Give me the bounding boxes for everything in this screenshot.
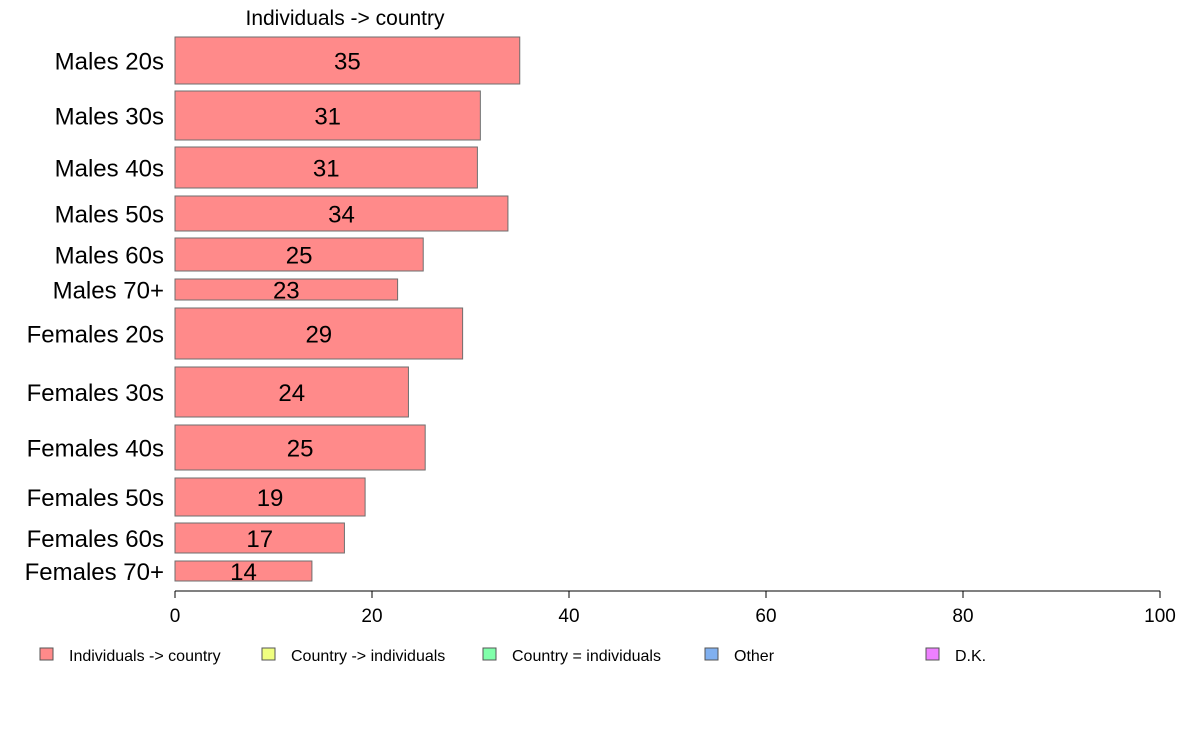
legend-swatch — [261, 647, 276, 661]
category-label: Females 60s — [27, 526, 164, 553]
category-label: Males 40s — [55, 156, 164, 183]
data-label: 31 — [314, 104, 341, 131]
bar — [174, 146, 478, 189]
data-label: 24 — [278, 380, 305, 407]
data-label: 25 — [286, 243, 313, 270]
bar — [174, 90, 481, 141]
data-label: 34 — [328, 202, 355, 229]
category-label: Females 50s — [27, 485, 164, 512]
category-label: Males 50s — [55, 202, 164, 229]
category-label: Females 30s — [27, 380, 164, 407]
bar — [174, 522, 345, 554]
data-label: 17 — [246, 526, 273, 553]
legend-label: Country -> individuals — [291, 648, 445, 665]
legend: Individuals -> country Country -> individ… — [39, 647, 986, 665]
legend-label: Country = individuals — [512, 648, 661, 665]
x-tick-label: 40 — [558, 606, 579, 627]
bar — [174, 560, 313, 582]
legend-label: Other — [734, 648, 775, 665]
category-label: Males 60s — [55, 243, 164, 270]
legend-swatch — [704, 647, 719, 661]
bar — [174, 195, 509, 232]
category-label: Males 20s — [55, 49, 164, 76]
legend-swatch — [482, 647, 497, 661]
bar — [174, 477, 366, 517]
category-label: Females 70+ — [25, 559, 164, 586]
x-axis: 0 20 40 60 80 100 — [170, 590, 1176, 627]
chart-title: Individuals -> country — [245, 7, 445, 30]
category-label: Males 70+ — [53, 278, 164, 305]
bar — [174, 278, 399, 301]
legend-label: D.K. — [955, 648, 986, 665]
x-tick-label: 20 — [361, 606, 382, 627]
legend-swatch — [39, 647, 54, 661]
data-label: 19 — [257, 485, 284, 512]
bar — [174, 366, 409, 418]
x-tick-label: 0 — [170, 606, 181, 627]
bar — [174, 36, 521, 85]
bar — [174, 307, 464, 360]
x-tick-label: 60 — [755, 606, 776, 627]
legend-swatch — [925, 647, 940, 661]
x-tick-label: 100 — [1144, 606, 1176, 627]
data-label: 35 — [334, 49, 361, 76]
bars-group: Males 20s 35 Males 30s 31 Males 40s 31 Males 5… — [25, 36, 521, 586]
data-label: 31 — [313, 156, 340, 183]
category-label: Males 30s — [55, 104, 164, 131]
data-label: 29 — [305, 322, 332, 349]
data-label: 14 — [230, 559, 257, 586]
bar — [174, 424, 426, 471]
category-label: Females 40s — [27, 436, 164, 463]
bar — [174, 237, 424, 272]
legend-label: Individuals -> country — [69, 648, 221, 665]
category-label: Females 20s — [27, 322, 164, 349]
data-label: 23 — [273, 278, 300, 305]
x-tick-label: 80 — [952, 606, 973, 627]
data-label: 25 — [287, 436, 314, 463]
